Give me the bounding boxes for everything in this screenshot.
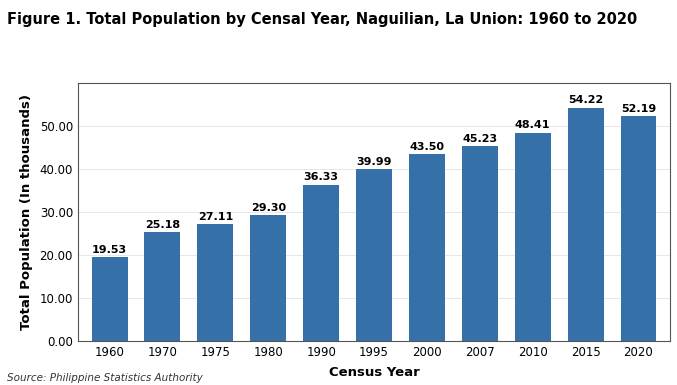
Text: 48.41: 48.41 [515, 121, 550, 131]
Bar [462, 146, 498, 341]
Bar [91, 257, 127, 341]
Text: 43.50: 43.50 [410, 142, 444, 152]
Text: 39.99: 39.99 [356, 157, 392, 167]
Text: 19.53: 19.53 [92, 244, 127, 254]
Bar [303, 184, 339, 341]
Text: Figure 1. Total Population by Censal Year, Naguilian, La Union: 1960 to 2020: Figure 1. Total Population by Censal Yea… [7, 12, 637, 27]
Bar [409, 154, 445, 341]
Text: Source: Philippine Statistics Authority: Source: Philippine Statistics Authority [7, 373, 202, 383]
Bar [144, 233, 181, 341]
Bar [567, 108, 604, 341]
Bar [515, 132, 550, 341]
Text: 52.19: 52.19 [621, 104, 656, 114]
Bar [356, 169, 392, 341]
Text: 29.30: 29.30 [250, 203, 286, 213]
Bar [250, 215, 286, 341]
Text: 54.22: 54.22 [568, 95, 603, 105]
Text: 27.11: 27.11 [198, 212, 233, 222]
Text: 45.23: 45.23 [462, 134, 498, 144]
Y-axis label: Total Population (In thousands): Total Population (In thousands) [20, 94, 32, 330]
X-axis label: Census Year: Census Year [328, 365, 420, 378]
Text: 25.18: 25.18 [145, 220, 180, 230]
Text: 36.33: 36.33 [304, 172, 338, 182]
Bar [198, 224, 234, 341]
Bar [621, 116, 657, 341]
